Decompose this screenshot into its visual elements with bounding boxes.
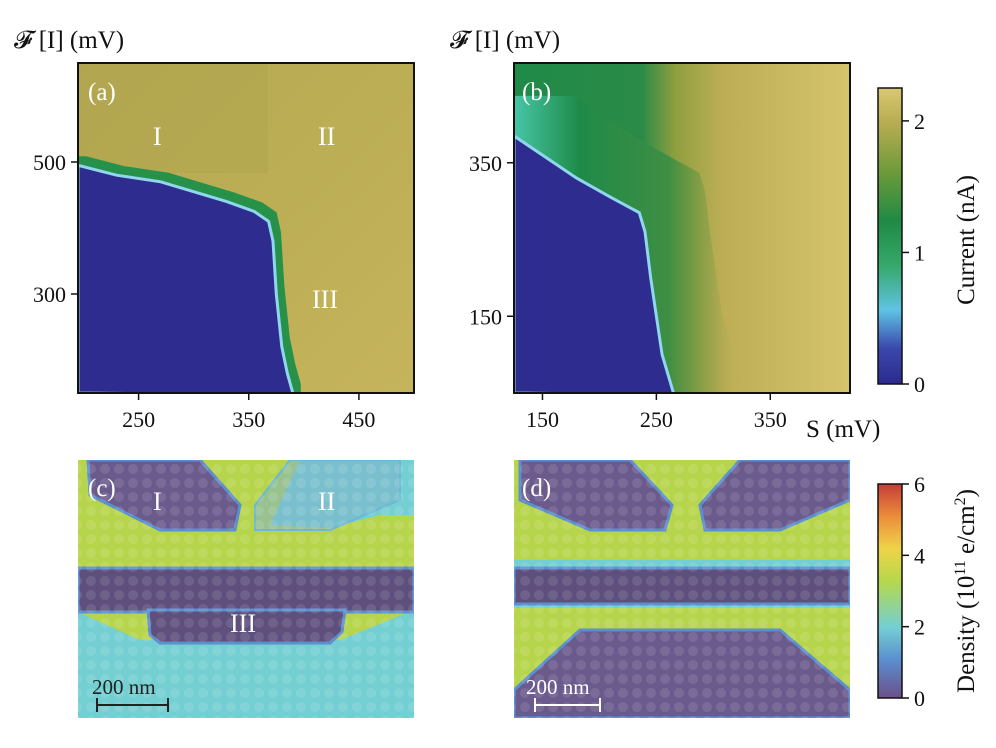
panel-b [514, 63, 850, 393]
panel-b-xtick-label: 350 [754, 407, 787, 432]
panel-d-scalebar-label: 200 nm [526, 675, 590, 699]
panel-b-xtick-label: 150 [526, 407, 559, 432]
density-colorbar-tick-label: 6 [914, 472, 925, 497]
panel-c-scalebar-label: 200 nm [92, 675, 156, 699]
current-colorbar-tick-label: 2 [914, 109, 925, 134]
panel-c-letter: (c) [88, 475, 116, 502]
panel-a-frame [77, 62, 415, 394]
panel-d-scalebar: 200 nm [526, 675, 601, 712]
panel-a-ytick-label: 300 [33, 282, 66, 307]
current-colorbar-tick-label: 0 [914, 372, 925, 397]
density-colorbar-ticks: 0 2 4 6 [902, 472, 925, 711]
panel-c-region-label: III [230, 609, 256, 638]
panel-a-region-I-shade [78, 63, 268, 173]
panel-b-ytick-label: 350 [469, 151, 502, 176]
panel-c-region-label: I [153, 487, 162, 516]
panel-a-xtick-label: 350 [232, 407, 265, 432]
current-colorbar-tick-label: 1 [914, 240, 925, 265]
panel-a-region-label: III [312, 285, 338, 314]
panel-a-region-label: I [153, 122, 162, 151]
panel-a-ylabel: 𝓕 [I] (mV) [14, 27, 124, 54]
panel-a-low-current-region [78, 163, 295, 393]
panel-d [514, 460, 850, 718]
density-colorbar-tick-label: 2 [914, 615, 925, 640]
panel-a-xtick-label: 250 [122, 407, 155, 432]
panel-a [78, 63, 414, 393]
current-colorbar-ticks: 0 1 2 [902, 109, 925, 397]
density-colorbar-label: Density (1011 e/cm2) [952, 489, 980, 693]
panel-b-ytick-label: 150 [469, 304, 502, 329]
panel-d-texture [514, 460, 850, 718]
panel-b-letter: (b) [522, 79, 551, 106]
panel-c-scalebar: 200 nm [92, 675, 169, 712]
density-colorbar-tick-label: 0 [914, 686, 925, 711]
panel-b-xtick-label: 250 [640, 407, 673, 432]
panel-c-region-label: II [318, 487, 335, 516]
density-colorbar [877, 483, 903, 699]
panel-c-texture [78, 460, 414, 718]
current-colorbar-label: Current (nA) [953, 175, 980, 305]
current-colorbar [877, 87, 903, 385]
panel-c [78, 460, 414, 718]
panel-a-letter: (a) [88, 79, 116, 106]
panel-d-letter: (d) [522, 475, 551, 502]
panel-b-ylabel: 𝓕 [I] (mV) [450, 27, 560, 54]
density-colorbar-tick-label: 4 [914, 543, 925, 568]
panel-a-xtick-label: 450 [342, 407, 375, 432]
panel-b-frame [513, 62, 851, 394]
panel-b-ticks: 150 250 350 150 350 [469, 151, 787, 432]
panel-a-ticks: 250 350 450 300 500 [33, 150, 375, 432]
panel-a-region-label: II [318, 122, 335, 151]
x-axis-label: S (mV) [806, 416, 880, 443]
panel-a-ytick-label: 500 [33, 150, 66, 175]
panel-b-low-current-region [514, 134, 675, 393]
